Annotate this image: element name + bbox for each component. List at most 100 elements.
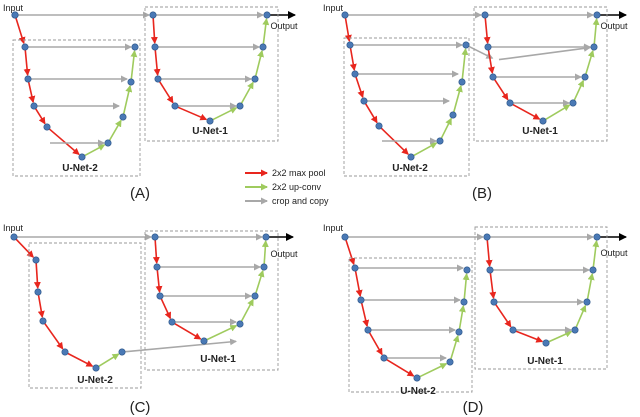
node [263, 11, 271, 19]
max-pool-arrow [48, 128, 80, 156]
node [168, 318, 176, 326]
max-pool-arrow [515, 330, 544, 343]
node [481, 11, 489, 19]
node [127, 78, 135, 86]
node [92, 364, 100, 372]
max-pool-arrow [33, 262, 41, 290]
node [581, 73, 589, 81]
node [463, 266, 471, 274]
up-conv-arrow [461, 47, 469, 80]
up-conv-arrow [462, 272, 470, 300]
node [154, 75, 162, 83]
up-conv-arrow [585, 49, 595, 75]
output-label: Output [270, 249, 298, 259]
node [364, 326, 372, 334]
input-label: Input [323, 223, 344, 233]
node [11, 11, 19, 19]
max-pool-arrow [174, 322, 202, 340]
up-conv-arrow [122, 84, 133, 115]
max-pool-arrow [152, 239, 160, 265]
up-conv-arrow [240, 81, 254, 104]
up-conv-arrow [212, 107, 238, 121]
panel-d: Input Output U-Net-2 U-Net-1 (D) [323, 223, 628, 416]
unet-2-box [12, 39, 141, 177]
up-conv-arrow [440, 117, 452, 139]
max-pool-arrow [485, 239, 493, 268]
max-pool-arrow [360, 302, 370, 328]
node [593, 11, 601, 19]
up-conv-arrow [548, 330, 573, 343]
node [149, 11, 157, 19]
node [436, 137, 444, 145]
input-label: Input [323, 3, 344, 13]
up-conv-arrow [592, 17, 600, 45]
node [61, 348, 69, 356]
panel-b-label: (B) [472, 185, 492, 202]
up-conv-arrow [586, 272, 595, 300]
unet-2-label: U-Net-2 [62, 163, 98, 174]
max-pool-arrow [27, 81, 36, 104]
node [351, 264, 359, 272]
max-pool-arrow [155, 269, 163, 294]
node [509, 326, 517, 334]
node [34, 288, 42, 296]
max-pool-arrow [150, 17, 158, 45]
node [590, 43, 598, 51]
unet-1-box [144, 230, 279, 371]
node [24, 75, 32, 83]
node [251, 292, 259, 300]
max-pool-arrow [67, 352, 94, 367]
unet-1-box [474, 226, 608, 370]
node [171, 102, 179, 110]
node [486, 266, 494, 274]
up-conv-arrow [261, 239, 269, 265]
node [131, 43, 139, 51]
node [489, 73, 497, 81]
output-label: Output [600, 248, 628, 258]
up-conv-arrow [254, 49, 264, 77]
node [490, 298, 498, 306]
node [156, 292, 164, 300]
unet-2-label: U-Net-2 [392, 163, 428, 174]
unet-1-label: U-Net-1 [200, 354, 236, 365]
unet-1-label: U-Net-1 [522, 126, 558, 137]
max-pool-arrow [386, 358, 415, 377]
node [483, 233, 491, 241]
node [446, 358, 454, 366]
node [380, 354, 388, 362]
max-pool-arrow [37, 294, 45, 319]
node [357, 296, 365, 304]
node [262, 233, 270, 241]
up-conv-arrow [240, 298, 254, 322]
panel-d-label: (D) [463, 399, 484, 416]
node [236, 320, 244, 328]
node [78, 153, 86, 161]
unet-2-label: U-Net-2 [400, 386, 436, 397]
max-pool-arrow [345, 239, 356, 266]
node [462, 41, 470, 49]
node [259, 43, 267, 51]
up-conv-arrow [108, 119, 122, 141]
legend-copy-label: crop and copy [272, 196, 329, 206]
max-pool-arrow [349, 47, 357, 72]
max-pool-arrow [34, 108, 46, 125]
max-pool-arrow [15, 17, 26, 45]
up-conv-arrow [545, 104, 571, 121]
panel-b: Input Output U-Net-2 U-Net-1 (B) [323, 3, 628, 202]
unet-2-box [348, 257, 473, 393]
up-conv-arrow [458, 304, 466, 330]
max-pool-arrow [354, 270, 363, 298]
up-conv-arrow [130, 49, 138, 80]
up-conv-arrow [262, 17, 270, 45]
max-pool-arrow [487, 49, 495, 75]
node [118, 348, 126, 356]
panel-c: Input Output U-Net-2 U-Net-1 (C) [3, 223, 298, 416]
max-pool-arrow [364, 103, 378, 124]
max-pool-arrow [15, 238, 34, 258]
node [151, 233, 159, 241]
node [104, 139, 112, 147]
max-pool-arrow [23, 49, 31, 77]
node [360, 97, 368, 105]
up-conv-arrow [255, 269, 265, 294]
up-conv-arrow [413, 142, 438, 157]
